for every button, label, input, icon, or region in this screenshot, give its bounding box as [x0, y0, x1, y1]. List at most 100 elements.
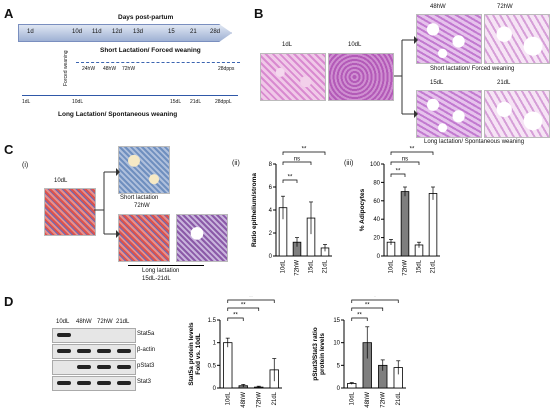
forced-weaning-label: Forced weaning: [63, 50, 69, 86]
wb-protein: β-actin: [137, 347, 156, 353]
timeline-arrow: [18, 24, 232, 42]
timeline-day: 13d: [133, 29, 144, 35]
x-tick-label: 10dL: [281, 259, 287, 273]
y-tick-label: 0: [213, 386, 217, 392]
y-tick-label: 1.5: [208, 318, 217, 324]
x-tick-label: 15dL: [309, 259, 315, 273]
short-dashed-line: [76, 62, 240, 63]
x-tick-label: 21dL: [323, 259, 329, 273]
y-tick-label: 20: [373, 236, 380, 242]
short-mark: 72hW: [122, 66, 136, 72]
significance-label: ns: [294, 157, 300, 163]
timeline-day: 1d: [27, 29, 34, 35]
bar: [223, 342, 233, 389]
y-tick-label: 0: [377, 254, 381, 260]
x-tick-label: 15dL: [417, 259, 423, 273]
significance-bracket: [351, 317, 368, 321]
b-short-caption: Short lactation/ Forced weaning: [430, 66, 515, 72]
timeline-day: 12d: [112, 29, 123, 35]
x-tick-label: 72hW: [256, 392, 262, 408]
y-tick-label: 2: [269, 231, 273, 237]
b-label-1dL: 1dL: [282, 42, 293, 48]
pstat3-ratio-chart: 0 5 10 15 10dL 48hW 72hW 21dL pStat3/Stat3 ratio…: [312, 296, 406, 408]
x-tick-label: 72hW: [295, 260, 301, 276]
c-long-label: Long lactation: [142, 268, 180, 274]
y-tick-label: 6: [269, 185, 273, 191]
significance-bracket: [351, 307, 384, 311]
significance-bracket: [227, 307, 260, 311]
x-tick-label: 10dL: [225, 391, 231, 405]
long-mark: 21dL: [190, 99, 202, 105]
c-sub-iii: (iii): [344, 160, 354, 167]
long-lactation-title: Long Lactation/ Spontaneous weaning: [58, 111, 178, 118]
significance-bracket: [390, 161, 420, 165]
histology-21dL-image: [484, 90, 550, 138]
c-img-label: 10dL: [54, 178, 68, 184]
x-tick-label: 48hW: [365, 392, 371, 408]
x-tick-label: 48hW: [241, 392, 247, 408]
bar: [428, 193, 438, 257]
significance-label: **: [233, 313, 238, 319]
timeline-day: 10d: [72, 29, 83, 35]
y-tick-label: 0.5: [208, 363, 217, 369]
y-tick-label: 4: [269, 208, 273, 214]
wb-protein: Stat5a: [137, 331, 155, 337]
b-label-48hW: 48hW: [430, 4, 446, 10]
wb-blot-pstat3: [52, 360, 136, 375]
histology-72hW-image: [484, 14, 550, 64]
wb-lane: 72hW: [97, 319, 113, 325]
stat5a-chart: 0 0.5 1 1.5 10dL 48hW 72hW 21dL Stat5a protein l…: [188, 296, 282, 408]
y-axis-label: Stat5a protein levels: [188, 322, 195, 386]
x-tick-label: 21dL: [272, 391, 278, 405]
significance-label: **: [365, 303, 370, 309]
bar: [400, 191, 410, 257]
significance-bracket: [227, 317, 244, 321]
c-short-sub: 72hW: [134, 203, 150, 209]
significance-label: **: [241, 303, 246, 309]
y-tick-label: 80: [373, 180, 380, 186]
histology-long-red-image: [118, 214, 170, 262]
y-axis-label: protein levels: [319, 333, 326, 375]
histology-10dL-red-image: [44, 188, 96, 236]
c-long-underline: [128, 265, 204, 266]
significance-bracket: [282, 161, 312, 165]
c-short-label: Short lactation: [120, 195, 159, 201]
short-mark: 48hW: [103, 66, 117, 72]
timeline-day: 28d: [210, 29, 221, 35]
epithelium-stroma-chart: 0 2 4 6 8 10dL 72hW 15dL 21dL Ratio epithelium/st…: [251, 147, 332, 276]
y-tick-label: 100: [370, 162, 381, 168]
timeline-day: 15: [168, 29, 175, 35]
y-tick-label: 0: [269, 254, 273, 260]
short-lactation-title: Short Lactation/ Forced weaning: [100, 47, 201, 54]
significance-bracket: [282, 179, 298, 183]
wb-protein: pStat3: [137, 363, 155, 369]
y-tick-label: 0: [337, 386, 341, 392]
long-mark: 1dL: [22, 99, 31, 105]
wb-lane: 48hW: [76, 319, 92, 325]
c-sub-ii: (ii): [232, 160, 240, 167]
panel-label-a: A: [4, 6, 14, 21]
y-axis-label: Ratio epithelium/stroma: [251, 173, 258, 247]
b-label-10dL: 10dL: [348, 42, 362, 48]
histology-48hW-image: [416, 14, 482, 64]
histology-1dL-image: [260, 53, 326, 101]
c-sub-i: (i): [22, 162, 29, 169]
y-tick-label: 5: [337, 363, 341, 369]
significance-bracket: [390, 151, 434, 155]
wb-lane: 10dL: [56, 319, 70, 325]
y-tick-label: 10: [333, 341, 340, 347]
x-tick-label: 21dL: [431, 259, 437, 273]
x-tick-label: 21dL: [396, 391, 402, 405]
significance-label: ns: [402, 157, 408, 163]
x-tick-label: 72hW: [403, 260, 409, 276]
x-tick-label: 10dL: [389, 259, 395, 273]
wb-blot-stat5a: [52, 328, 136, 343]
significance-label: **: [288, 175, 293, 181]
long-mark: 15dL: [170, 99, 182, 105]
c-branch-arrows: [94, 168, 120, 238]
long-mark: 28dppL: [215, 99, 232, 105]
b-long-caption: Long lactation/ Spontaneous weaning: [424, 139, 525, 145]
significance-bracket: [390, 173, 406, 177]
long-mark: 10dL: [72, 99, 84, 105]
short-mark: 28dpps: [218, 66, 235, 72]
